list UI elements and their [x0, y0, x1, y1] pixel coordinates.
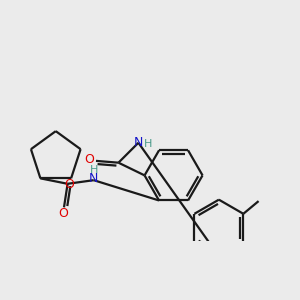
Text: N: N: [134, 136, 143, 149]
Text: N: N: [89, 172, 98, 185]
Text: H: H: [90, 165, 98, 176]
Text: H: H: [144, 139, 153, 149]
Text: O: O: [58, 207, 68, 220]
Text: O: O: [84, 153, 94, 166]
Text: O: O: [64, 178, 74, 191]
